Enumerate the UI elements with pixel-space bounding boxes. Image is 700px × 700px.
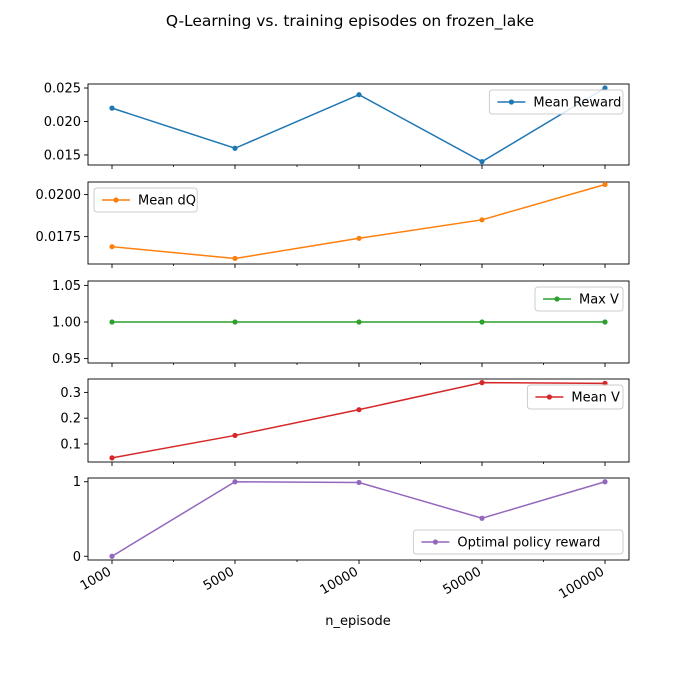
legend-label: Optimal policy reward (457, 536, 600, 551)
legend-box (412, 529, 624, 555)
legend-marker (554, 296, 560, 302)
data-point (109, 319, 115, 325)
legend-label: Mean dQ (138, 194, 196, 209)
subplot-5: 0 1 Optimal policy reward (73, 475, 630, 565)
data-point (232, 319, 238, 325)
axes-frame (87, 378, 630, 463)
y-tick-label: 1.05 (52, 279, 81, 294)
data-point (232, 145, 238, 151)
data-point (602, 181, 608, 188)
y-tick-label: 0.1 (60, 437, 81, 452)
y-tick-label: 0.0175 (36, 230, 82, 245)
y-tick-label: 1.00 (52, 316, 81, 331)
data-point (356, 235, 362, 241)
legend-marker (432, 539, 438, 545)
x-tick-label: 50000 (441, 564, 484, 598)
legend-box (93, 187, 198, 213)
axes-frame (87, 181, 630, 265)
x-axis-label: n_episode (325, 614, 391, 629)
x-tick-label: 5000 (201, 564, 237, 594)
data-point (602, 479, 608, 485)
y-tick-label: 0 (73, 550, 81, 565)
legend-label: Max V (579, 293, 619, 308)
legend-box (488, 89, 624, 115)
y-tick-label: 0.3 (60, 386, 81, 401)
data-point (479, 319, 485, 325)
y-tick-label: 0.020 (44, 115, 81, 130)
legend-box (534, 286, 624, 312)
data-point (232, 479, 238, 485)
data-point (602, 85, 608, 91)
legend-marker (546, 394, 553, 400)
data-point (479, 515, 485, 521)
axes-frame (87, 83, 630, 166)
y-tick-label: 0.025 (44, 82, 81, 97)
data-point (109, 553, 115, 559)
data-point (602, 319, 608, 325)
y-tick-label: 0.0200 (36, 188, 82, 203)
x-tick-label: 100000 (557, 564, 607, 602)
legend-label: Mean Reward (533, 96, 621, 111)
legend-box (526, 384, 624, 410)
legend: Max V (534, 286, 624, 312)
legend: Mean Reward (488, 89, 624, 115)
y-tick-label: 0.015 (44, 148, 81, 163)
legend: Mean dQ (93, 187, 198, 213)
x-tick-label: 1000 (78, 564, 114, 594)
data-point (479, 217, 485, 223)
data-point (479, 380, 485, 386)
axes-frame (87, 477, 630, 561)
chart-title: Q-Learning vs. training episodes on froz… (166, 12, 534, 31)
data-point (109, 455, 115, 461)
data-point (356, 319, 362, 325)
legend-marker (113, 197, 119, 203)
subplot-3: 0.95 1.00 1.05 Max V (52, 279, 630, 367)
legend: Optimal policy reward (412, 529, 624, 555)
subplot-4: 0.1 0.2 0.3 Mean V (60, 378, 630, 466)
data-point (356, 479, 362, 486)
legend-marker (508, 99, 514, 105)
legend: Mean V (526, 384, 624, 410)
x-tick-label: 10000 (318, 564, 361, 598)
data-point (356, 407, 362, 413)
legend-label: Mean V (571, 391, 620, 406)
data-point (109, 105, 115, 111)
data-point (232, 255, 238, 262)
data-point (232, 432, 238, 439)
subplot-2: 0.0175 0.0200 Mean dQ (36, 181, 630, 268)
data-point (109, 244, 115, 250)
data-point (479, 159, 485, 165)
x-axis-ticks: 1000 5000 10000 50000 100000 (78, 564, 607, 602)
subplots: 0.015 0.020 0.025 Mean Reward 0.0175 0.0200 Me… (36, 82, 630, 565)
y-tick-label: 0.2 (60, 412, 81, 427)
subplot-1: 0.015 0.020 0.025 Mean Reward (44, 82, 630, 169)
y-tick-label: 0.95 (52, 352, 81, 367)
data-point (356, 92, 362, 98)
y-tick-label: 1 (73, 475, 81, 490)
